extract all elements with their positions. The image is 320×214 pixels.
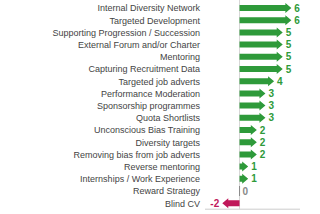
category-label: Targeted Development bbox=[109, 16, 200, 26]
category-label: Reverse mentoring bbox=[124, 162, 200, 172]
labels: Internal Diversity Network 6 Targeted Deve… bbox=[52, 3, 300, 209]
arrow bbox=[239, 186, 240, 196]
arrow bbox=[240, 149, 257, 159]
data-label: 3 bbox=[268, 112, 274, 123]
arrows bbox=[222, 3, 291, 208]
category-label: Capturing Recruitment Data bbox=[88, 64, 200, 74]
category-label: Quota Shortlists bbox=[136, 113, 201, 123]
arrow bbox=[240, 101, 266, 111]
arrow bbox=[240, 162, 249, 172]
category-label: Internships / Work Experience bbox=[80, 174, 200, 184]
data-label: 0 bbox=[243, 186, 249, 197]
arrow bbox=[240, 113, 266, 123]
category-label: Blind CV bbox=[165, 199, 200, 209]
category-label: Targeted job adverts bbox=[118, 77, 200, 87]
category-label: Unconscious Bias Training bbox=[94, 125, 200, 135]
data-label: 5 bbox=[286, 39, 292, 50]
data-label: 4 bbox=[277, 76, 283, 87]
data-label: 1 bbox=[251, 161, 257, 172]
arrow bbox=[240, 15, 292, 25]
data-label: -2 bbox=[210, 198, 219, 209]
arrow bbox=[222, 198, 239, 208]
data-label: 3 bbox=[268, 88, 274, 99]
arrow bbox=[240, 76, 275, 86]
chart-root: Internal Diversity Network 6 Targeted Deve… bbox=[0, 0, 320, 214]
arrow bbox=[240, 52, 283, 62]
arrow bbox=[240, 40, 283, 50]
data-label: 5 bbox=[286, 27, 292, 38]
arrow bbox=[240, 125, 257, 135]
data-label: 2 bbox=[260, 149, 266, 160]
x-axis-line bbox=[205, 209, 300, 210]
arrow bbox=[240, 174, 249, 184]
category-label: Mentoring bbox=[160, 52, 200, 62]
data-label: 6 bbox=[294, 15, 300, 26]
data-label: 5 bbox=[286, 51, 292, 62]
category-label: Performance Moderation bbox=[101, 89, 200, 99]
data-label: 2 bbox=[260, 125, 266, 136]
category-label: External Forum and/or Charter bbox=[78, 40, 200, 50]
data-label: 1 bbox=[251, 173, 257, 184]
arrow bbox=[240, 3, 292, 13]
arrow bbox=[240, 64, 283, 74]
category-label: Diversity targets bbox=[135, 138, 200, 148]
data-label: 5 bbox=[286, 64, 292, 75]
arrow bbox=[240, 27, 283, 37]
category-label: Supporting Progression / Succession bbox=[52, 28, 200, 38]
category-label: Removing bias from job adverts bbox=[73, 150, 200, 160]
data-label: 3 bbox=[268, 100, 274, 111]
chart-svg: Internal Diversity Network 6 Targeted Deve… bbox=[0, 0, 320, 214]
category-label: Sponsorship programmes bbox=[97, 101, 201, 111]
data-label: 6 bbox=[294, 3, 300, 14]
arrow bbox=[240, 88, 266, 98]
category-label: Reward Strategy bbox=[133, 186, 201, 196]
data-label: 2 bbox=[260, 137, 266, 148]
arrow bbox=[240, 137, 257, 147]
category-label: Internal Diversity Network bbox=[97, 3, 200, 13]
